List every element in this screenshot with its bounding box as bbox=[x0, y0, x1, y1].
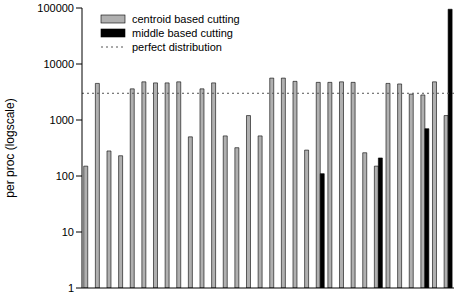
svg-text:10: 10 bbox=[62, 226, 74, 238]
svg-text:100000: 100000 bbox=[37, 2, 74, 14]
svg-text:10000: 10000 bbox=[43, 58, 74, 70]
svg-text:per proc (logscale): per proc (logscale) bbox=[8, 98, 17, 197]
html-text:centroid based cutting: centroid based cutting bbox=[132, 13, 240, 25]
svg-text:1: 1 bbox=[68, 282, 74, 294]
html-text:middle based cutting: middle based cutting bbox=[132, 27, 233, 39]
svg-text:100: 100 bbox=[56, 170, 74, 182]
svg-text:1000: 1000 bbox=[50, 114, 74, 126]
html-text:perfect distribution: perfect distribution bbox=[132, 41, 222, 53]
